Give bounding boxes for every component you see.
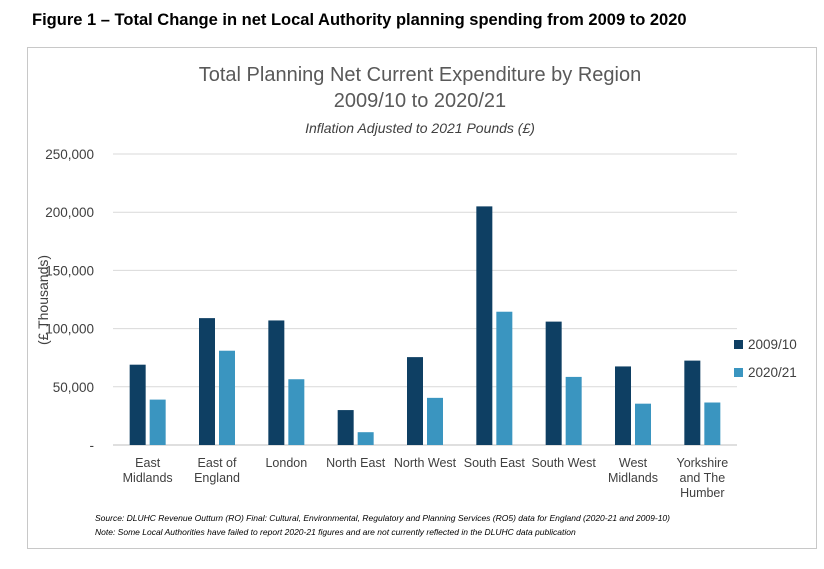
- chart-title-line1: Total Planning Net Current Expenditure b…: [199, 64, 641, 86]
- y-tick-labels: - 50,000 100,000 150,000 200,000 250,000: [45, 147, 94, 453]
- bar-2020-21: [288, 379, 305, 445]
- category-label: Midlands: [123, 471, 173, 485]
- bar-2009-10: [615, 366, 631, 445]
- category-label: North West: [394, 456, 457, 470]
- legend-swatch: [734, 368, 743, 377]
- category-label: London: [265, 456, 307, 470]
- figure-caption: Figure 1 – Total Change in net Local Aut…: [32, 11, 687, 29]
- legend: 2009/10 2020/21: [734, 337, 797, 380]
- bar-2020-21: [427, 397, 443, 445]
- bar-2020-21: [704, 402, 721, 445]
- bar-2020-21: [565, 376, 582, 445]
- bar-2009-10: [476, 206, 493, 445]
- gridlines: [113, 153, 737, 446]
- category-label: Yorkshire: [677, 456, 729, 470]
- data-note: Note: Some Local Authorities have failed…: [95, 527, 576, 537]
- y-tick-label: 100,000: [45, 322, 94, 337]
- legend-swatch: [734, 340, 743, 349]
- y-axis-label: (£ Thousands): [35, 255, 51, 345]
- bar-2020-21: [635, 403, 651, 445]
- chart-frame: [27, 47, 817, 549]
- bar-2020-21: [219, 350, 235, 445]
- bar-2020-21: [357, 432, 374, 445]
- legend-label: 2009/10: [748, 337, 797, 352]
- bar-2009-10: [545, 321, 562, 445]
- y-tick-label: 200,000: [45, 205, 94, 220]
- category-label: England: [194, 471, 240, 485]
- bar-2009-10: [684, 360, 701, 445]
- bar-2009-10: [199, 318, 215, 445]
- category-label: North East: [326, 456, 386, 470]
- category-label: East: [135, 456, 161, 470]
- y-tick-label: -: [90, 438, 95, 453]
- chart-title-line2: 2009/10 to 2020/21: [334, 90, 506, 112]
- category-label: South East: [464, 456, 526, 470]
- category-label: Humber: [680, 486, 724, 500]
- y-tick-label: 50,000: [53, 380, 94, 395]
- category-label: and The: [680, 471, 726, 485]
- bars: [129, 206, 721, 445]
- category-label: West: [619, 456, 648, 470]
- category-label: East of: [198, 456, 237, 470]
- legend-label: 2020/21: [748, 365, 797, 380]
- chart-subtitle: Inflation Adjusted to 2021 Pounds (£): [305, 120, 535, 136]
- bar-2009-10: [129, 364, 146, 445]
- category-label: South West: [531, 456, 596, 470]
- bar-2020-21: [149, 399, 166, 445]
- source-note: Source: DLUHC Revenue Outturn (RO) Final…: [95, 513, 670, 523]
- y-tick-label: 150,000: [45, 263, 94, 278]
- y-tick-label: 250,000: [45, 147, 94, 162]
- bar-2009-10: [407, 357, 423, 445]
- bar-2009-10: [337, 410, 354, 445]
- bar-2009-10: [268, 320, 285, 445]
- bar-2020-21: [496, 311, 513, 445]
- category-label: Midlands: [608, 471, 658, 485]
